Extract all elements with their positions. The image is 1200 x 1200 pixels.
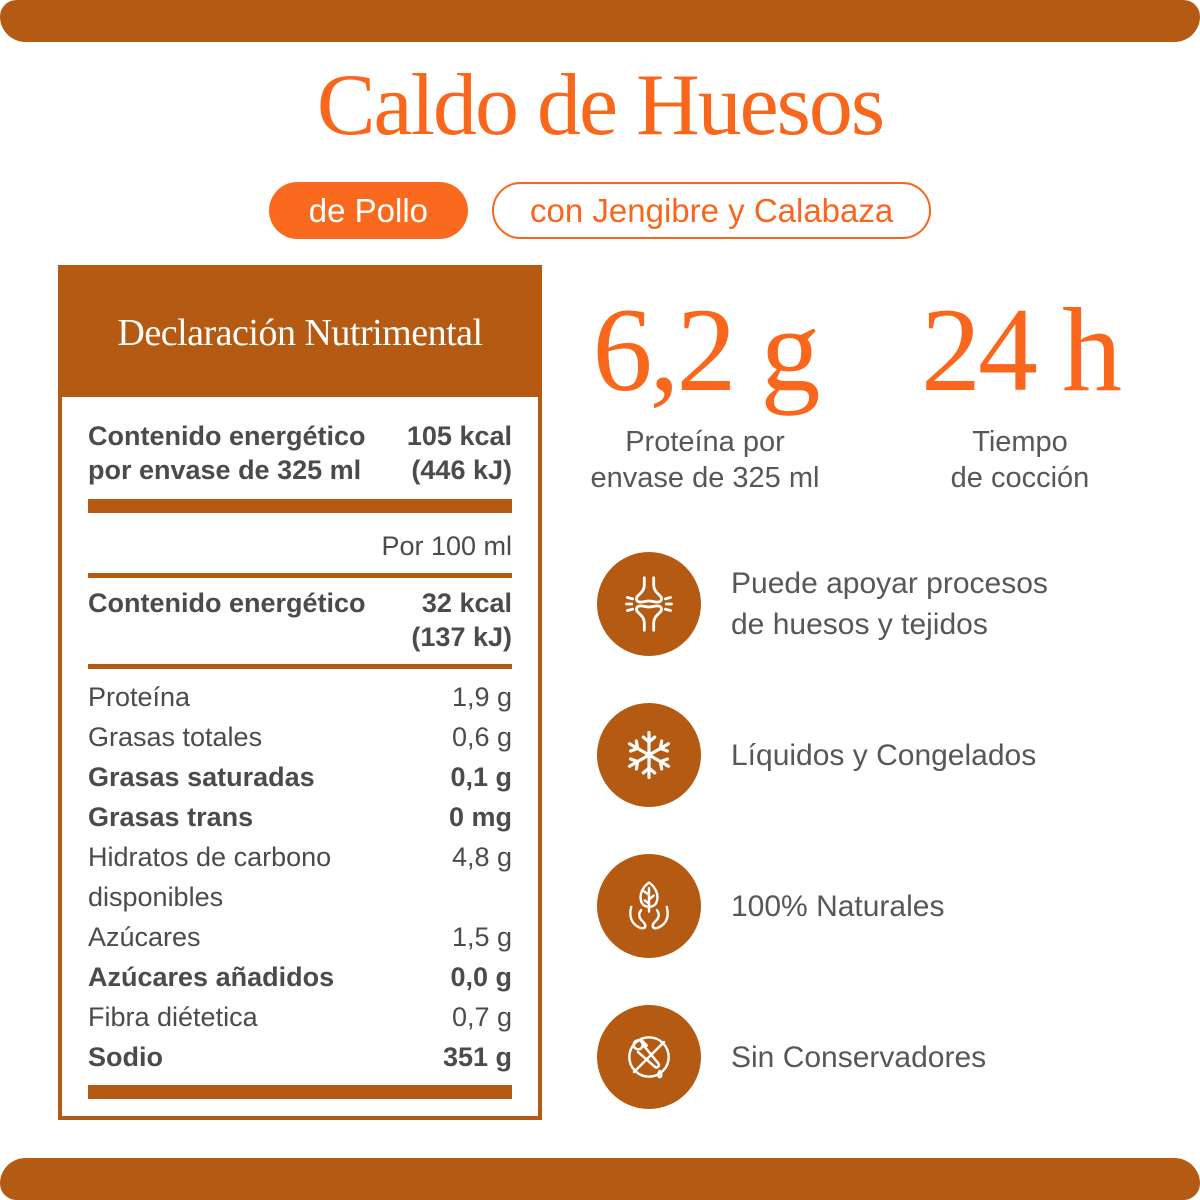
- nutrient-name: Grasas totales: [88, 722, 263, 752]
- nutrient-value: 1,9 g: [451, 682, 512, 712]
- nutrient-name: Hidratos de carbono disponibles: [88, 842, 332, 912]
- nutrition-row: Azúcares añadidos 0,0 g: [88, 957, 512, 997]
- feature-item: Líquidos y Congelados: [597, 703, 1177, 807]
- thin-separator: [88, 573, 512, 578]
- nutrient-name: Contenido energético por envase de 325 m…: [88, 421, 366, 485]
- page-title: Caldo de Huesos: [316, 57, 885, 154]
- feature-item: Sin Conservadores: [597, 1005, 1177, 1109]
- nutrition-row: Fibra diétetica 0,7 g: [88, 997, 512, 1037]
- feature-text: Sin Conservadores: [731, 1040, 987, 1074]
- stat-cooking-time-value: 24 h: [921, 283, 1122, 416]
- nutrient-value: 351 g: [442, 1042, 512, 1072]
- nutrient-value: 1,5 g: [451, 922, 512, 952]
- nutrition-row: Grasas totales 0,6 g: [88, 717, 512, 757]
- thin-separator: [88, 664, 512, 669]
- pill-de-pollo: de Pollo: [268, 182, 469, 239]
- nutrition-row: Sodio 351 g: [88, 1037, 512, 1077]
- nutrition-row: Proteína 1,9 g: [88, 677, 512, 717]
- stat-cooking-time-label: Tiempo de cocción: [950, 426, 1090, 494]
- nutrient-name: Sodio: [88, 1042, 163, 1072]
- pill-con-jengibre-y-calabaza: con Jengibre y Calabaza: [492, 182, 932, 239]
- feature-item: 100% Naturales: [597, 854, 1177, 958]
- no-preservatives-icon: [597, 1005, 701, 1109]
- thick-separator: [88, 1085, 512, 1099]
- stat-cooking-time: 24 h Tiempo de cocción: [855, 290, 1185, 496]
- feature-text: Puede apoyar procesos de huesos y tejido…: [731, 567, 1048, 641]
- bottom-frame-bar: [0, 1158, 1200, 1200]
- nutrient-name: Azúcares añadidos: [88, 962, 335, 992]
- nutrition-facts-panel: Declaración Nutrimental Contenido energé…: [58, 265, 542, 1120]
- feature-list: Puede apoyar procesos de huesos y tejido…: [597, 552, 1177, 1156]
- nutrient-value: 0 mg: [448, 802, 512, 832]
- nutrition-row: Hidratos de carbono disponibles 4,8 g: [88, 837, 512, 917]
- snowflake-icon: [597, 703, 701, 807]
- nutrient-name: Contenido energético: [88, 588, 366, 618]
- nutrient-value: 4,8 g: [451, 842, 512, 872]
- nutrient-value: 0,1 g: [450, 762, 512, 792]
- nutrient-value: 0,0 g: [450, 962, 512, 992]
- feature-text: 100% Naturales: [731, 889, 945, 923]
- nutrient-value: 0,6 g: [451, 722, 512, 752]
- nutrition-row: Contenido energético por envase de 325 m…: [88, 419, 512, 487]
- nutrition-body: Contenido energético por envase de 325 m…: [62, 397, 538, 1099]
- nutrient-value: 105 kcal (446 kJ): [406, 421, 512, 485]
- nutrition-row: Grasas trans 0 mg: [88, 797, 512, 837]
- hands-leaf-icon: [597, 854, 701, 958]
- nutrient-name: Grasas trans: [88, 802, 254, 832]
- stat-protein-label: Proteína por envase de 325 ml: [590, 426, 820, 494]
- nutrition-row: Por 100 ml: [88, 529, 512, 563]
- bone-joint-icon: [597, 552, 701, 656]
- nutrient-value: 32 kcal (137 kJ): [411, 588, 512, 652]
- stat-protein: 6,2 g Proteína por envase de 325 ml: [540, 290, 870, 496]
- top-frame-bar: [0, 0, 1200, 42]
- nutrition-row: Contenido energético 32 kcal (137 kJ): [88, 586, 512, 654]
- nutrition-row: Grasas saturadas 0,1 g: [88, 757, 512, 797]
- feature-item: Puede apoyar procesos de huesos y tejido…: [597, 552, 1177, 656]
- nutrient-name: Grasas saturadas: [88, 762, 315, 792]
- nutrition-facts-title: Declaración Nutrimental: [62, 269, 538, 397]
- subtitle-pills: de Pollo con Jengibre y Calabaza: [0, 182, 1200, 239]
- thick-separator: [88, 499, 512, 513]
- nutrition-row: Azúcares 1,5 g: [88, 917, 512, 957]
- nutrient-name: Fibra diétetica: [88, 1002, 258, 1032]
- nutrient-value: Por 100 ml: [381, 531, 512, 561]
- nutrient-name: Proteína: [88, 682, 191, 712]
- feature-text: Líquidos y Congelados: [731, 738, 1037, 772]
- nutrient-name: Azúcares: [88, 922, 201, 952]
- nutrient-value: 0,7 g: [451, 1002, 512, 1032]
- stat-protein-value: 6,2 g: [592, 283, 821, 416]
